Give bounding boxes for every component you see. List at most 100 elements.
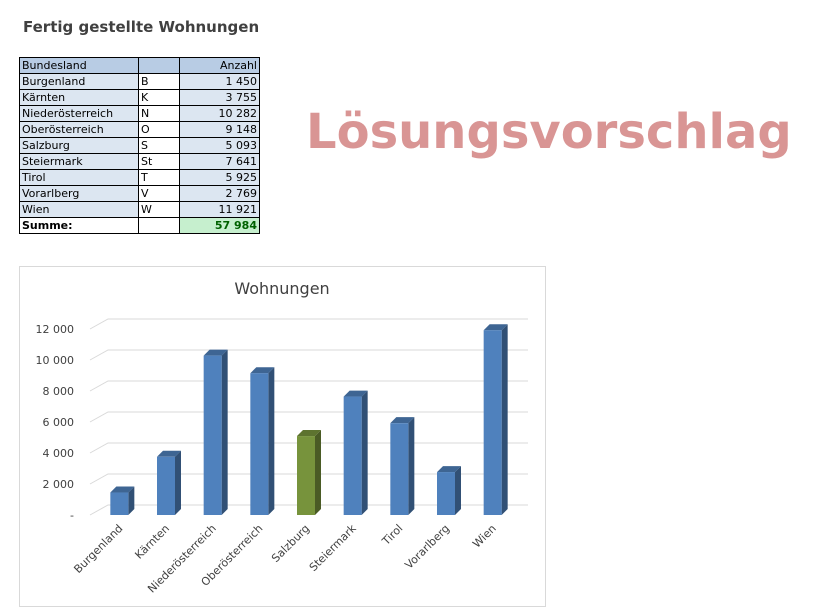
table-row: Oberösterreich O 9 148 [19, 121, 260, 138]
bar-front [390, 423, 409, 515]
bar-chart: Wohnungen - 2 000 4 000 6 000 8 000 10 000 12 … [36, 279, 528, 596]
gridlines [89, 318, 528, 516]
y-tick-label: 2 000 [43, 478, 75, 491]
bar-top [157, 450, 181, 457]
cell-count[interactable]: 11 921 [179, 201, 260, 218]
chart-area[interactable]: Wohnungen - 2 000 4 000 6 000 8 000 10 000 12 … [19, 266, 546, 607]
bar[interactable] [437, 466, 461, 515]
bar[interactable] [203, 349, 228, 515]
gridline [89, 504, 528, 516]
bar[interactable] [390, 417, 415, 515]
table-row: Wien W 11 921 [19, 201, 260, 218]
bar-front [203, 355, 222, 515]
bar-top [110, 486, 135, 493]
table-row: Niederösterreich N 10 282 [19, 105, 260, 122]
cell-name[interactable]: Wien [19, 201, 139, 218]
bar-side [175, 450, 181, 515]
cell-name[interactable]: Oberösterreich [19, 121, 139, 138]
gridline [89, 442, 528, 454]
cell-name[interactable]: Kärnten [19, 89, 139, 106]
bar[interactable] [343, 390, 368, 515]
bar-top [250, 367, 275, 374]
cell-count[interactable]: 2 769 [179, 185, 260, 202]
table-row: Burgenland B 1 450 [19, 73, 260, 90]
chart-title[interactable]: Wohnungen [234, 279, 329, 298]
gridline [89, 349, 528, 361]
bar-side [221, 349, 228, 515]
sum-label[interactable]: Summe: [19, 217, 139, 234]
bar-top [390, 417, 415, 424]
y-tick-label: 12 000 [36, 323, 75, 336]
cell-code[interactable]: S [138, 137, 180, 154]
x-tick-label: Vorarlberg [402, 522, 452, 572]
bar-side [501, 324, 508, 515]
cell-count[interactable]: 5 925 [179, 169, 260, 186]
bar[interactable] [157, 450, 181, 515]
cell-code[interactable]: T [138, 169, 180, 186]
gridline [89, 380, 528, 392]
bar-side [408, 417, 415, 515]
cell-code[interactable]: O [138, 121, 180, 138]
bar-side [315, 430, 321, 515]
bar-top [203, 349, 228, 356]
bar-top [343, 390, 368, 397]
bar[interactable] [297, 430, 321, 515]
cell-name[interactable]: Tirol [19, 169, 139, 186]
cell-count[interactable]: 3 755 [179, 89, 260, 106]
x-tick-label: Tirol [379, 522, 406, 549]
cell-code[interactable]: N [138, 105, 180, 122]
table-row: Salzburg S 5 093 [19, 137, 260, 154]
y-tick-label: 4 000 [43, 447, 75, 460]
cell-name[interactable]: Burgenland [19, 73, 139, 90]
sum-value[interactable]: 57 984 [179, 217, 260, 234]
header-code[interactable] [138, 57, 180, 74]
cell-name[interactable]: Niederösterreich [19, 105, 139, 122]
x-tick-label: Burgenland [71, 522, 125, 576]
bar-top [483, 324, 508, 331]
bar-front [297, 436, 315, 515]
bar-top [437, 466, 461, 473]
bar-side [361, 390, 368, 515]
bar-side [455, 466, 461, 515]
cell-code[interactable]: V [138, 185, 180, 202]
cell-count[interactable]: 9 148 [179, 121, 260, 138]
table-row: Kärnten K 3 755 [19, 89, 260, 106]
bar[interactable] [483, 324, 508, 515]
x-tick-label: Wien [470, 522, 499, 551]
y-tick-label: 10 000 [36, 354, 75, 367]
sheet-title: Fertig gestellte Wohnungen [23, 18, 260, 36]
table-row: Vorarlberg V 2 769 [19, 185, 260, 202]
cell-count[interactable]: 10 282 [179, 105, 260, 122]
cell-code[interactable]: W [138, 201, 180, 218]
cell-code[interactable]: B [138, 73, 180, 90]
table-row: Tirol T 5 925 [19, 169, 260, 186]
cell-count[interactable]: 7 641 [179, 153, 260, 170]
y-axis-ticks: - 2 000 4 000 6 000 8 000 10 000 12 000 [36, 323, 75, 522]
cell-name[interactable]: Vorarlberg [19, 185, 139, 202]
bar-front [250, 373, 269, 515]
y-tick-label: - [70, 509, 74, 522]
header-bundesland[interactable]: Bundesland [19, 57, 139, 74]
bar[interactable] [250, 367, 275, 515]
bar-side [268, 367, 275, 515]
header-anzahl[interactable]: Anzahl [179, 57, 260, 74]
cell-count[interactable]: 5 093 [179, 137, 260, 154]
bar-front [437, 472, 455, 515]
cell-name[interactable]: Salzburg [19, 137, 139, 154]
bar-front [110, 492, 129, 515]
bar-front [343, 396, 362, 515]
cell-code[interactable]: K [138, 89, 180, 106]
bar-side [128, 486, 135, 515]
bar-front [483, 330, 502, 515]
sum-empty-cell[interactable] [138, 217, 180, 234]
watermark-text: Lösungsvorschlag [306, 104, 792, 160]
cell-count[interactable]: 1 450 [179, 73, 260, 90]
bars [110, 324, 508, 515]
bar-front [157, 456, 175, 515]
gridline [89, 411, 528, 423]
bar[interactable] [110, 486, 135, 515]
table-row: Steiermark St 7 641 [19, 153, 260, 170]
y-tick-label: 6 000 [43, 416, 75, 429]
cell-name[interactable]: Steiermark [19, 153, 139, 170]
cell-code[interactable]: St [138, 153, 180, 170]
